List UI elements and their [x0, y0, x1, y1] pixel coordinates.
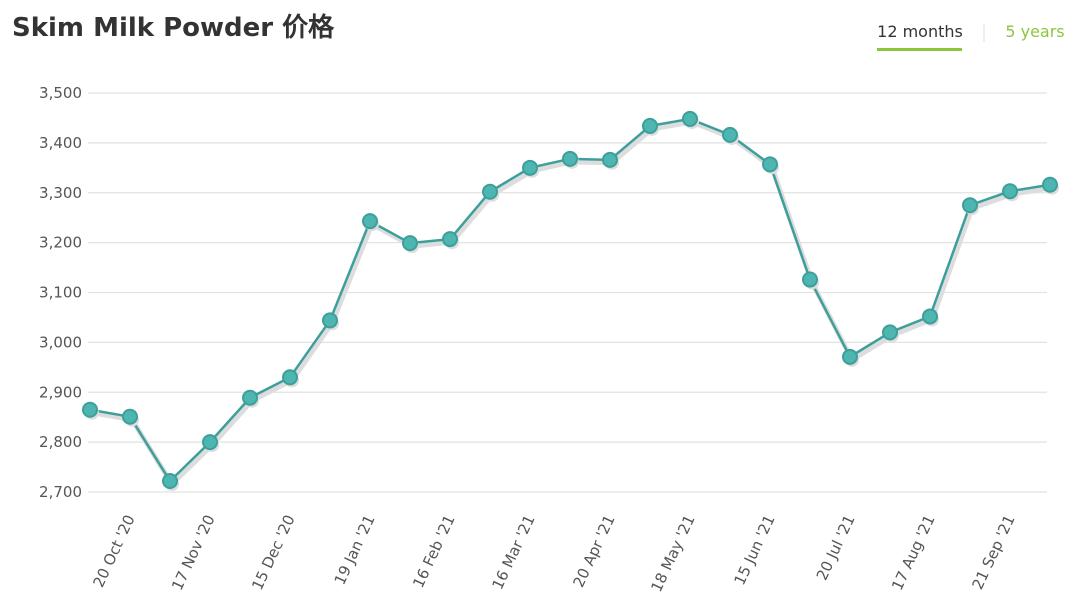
y-tick-label: 3,400 [39, 134, 82, 152]
x-tick-label: 20 Oct '20 [89, 512, 138, 590]
chart-title: Skim Milk Powder 价格 [12, 12, 335, 43]
data-point [442, 231, 458, 248]
tab-12-months[interactable]: 12 months [877, 22, 963, 41]
x-tick-label: 16 Feb '21 [409, 512, 458, 591]
y-tick-label: 3,100 [39, 284, 82, 302]
x-tick-label: 17 Aug '21 [888, 512, 939, 593]
series-line [89, 117, 1051, 484]
data-point [1002, 183, 1018, 200]
y-tick-label: 3,500 [39, 84, 82, 102]
data-point [1042, 176, 1058, 193]
line-shadow [91, 119, 1053, 488]
y-tick-label: 2,900 [39, 383, 82, 401]
data-point [962, 197, 978, 214]
data-point [802, 271, 818, 288]
y-tick-label: 3,200 [39, 234, 82, 252]
data-point [362, 213, 378, 230]
x-tick-label: 16 Mar '21 [488, 512, 538, 592]
data-point [242, 389, 258, 406]
x-tick-label: 18 May '21 [647, 512, 698, 595]
data-point [562, 150, 578, 167]
data-point [922, 308, 938, 325]
y-tick-label: 3,300 [39, 184, 82, 202]
tab-underline [877, 48, 962, 51]
x-tick-label: 19 Jan '21 [331, 512, 379, 588]
x-tick-label: 15 Dec '20 [248, 512, 298, 593]
data-point [602, 151, 618, 168]
tab-5-years[interactable]: 5 years [1005, 22, 1064, 41]
x-tick-label: 17 Nov '20 [168, 512, 219, 593]
data-point [202, 434, 218, 451]
y-tick-label: 2,700 [39, 483, 82, 501]
data-point [722, 126, 738, 143]
data-point [522, 159, 538, 176]
y-tick-label: 3,000 [39, 333, 82, 351]
x-tick-label: 15 Jun '21 [730, 512, 778, 588]
data-point [322, 312, 338, 329]
data-point [402, 235, 418, 252]
x-tick-label: 20 Apr '21 [569, 512, 618, 590]
data-point [882, 324, 898, 341]
data-point [642, 117, 658, 134]
data-point [282, 369, 298, 386]
data-point [682, 110, 698, 127]
y-tick-label: 2,800 [39, 433, 82, 451]
data-point [162, 473, 178, 490]
data-point [122, 408, 138, 425]
data-point [482, 183, 498, 200]
x-tick-label: 21 Sep '21 [968, 512, 1018, 592]
data-point [842, 348, 858, 365]
data-point [82, 401, 98, 418]
x-tick-label: 20 Jul '21 [813, 512, 859, 583]
data-point [762, 156, 778, 173]
